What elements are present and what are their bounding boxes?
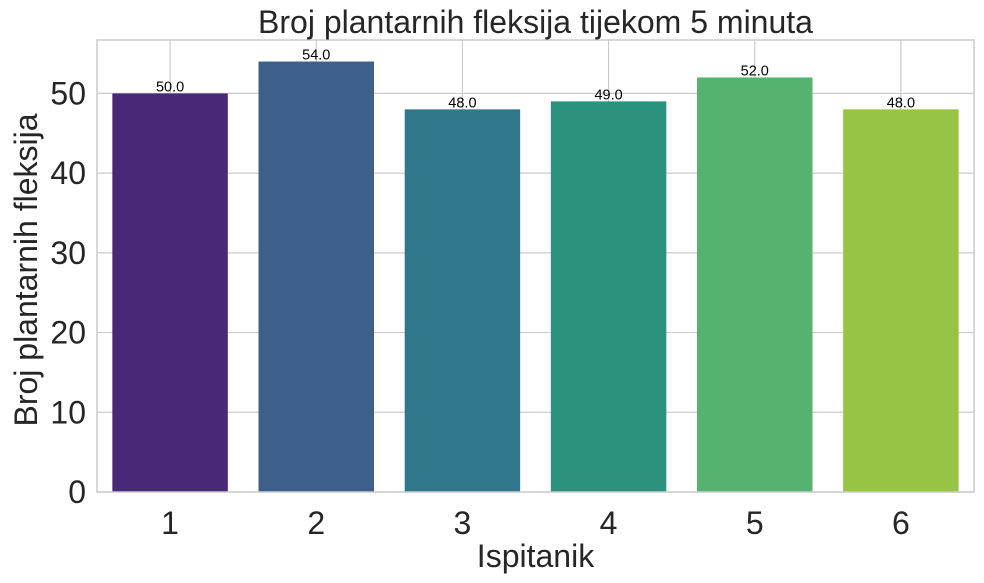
bar-value-label: 54.0 bbox=[302, 48, 330, 64]
x-tick-label: 3 bbox=[454, 505, 472, 541]
x-tick-label: 2 bbox=[307, 505, 325, 541]
y-tick-labels: 0 10 20 30 40 50 bbox=[50, 75, 86, 510]
x-axis-label: Ispitanik bbox=[477, 538, 595, 574]
y-tick-label: 10 bbox=[50, 394, 86, 430]
bar-value-label: 50.0 bbox=[156, 79, 184, 95]
x-tick-label: 1 bbox=[161, 505, 179, 541]
x-tick-label: 4 bbox=[600, 505, 618, 541]
y-tick-label: 50 bbox=[50, 75, 86, 111]
x-tick-label: 6 bbox=[892, 505, 910, 541]
chart-title: Broj plantarnih fleksija tijekom 5 minut… bbox=[258, 4, 813, 40]
bar bbox=[843, 109, 959, 493]
y-tick-label: 30 bbox=[50, 235, 86, 271]
x-tick-labels: 1 2 3 4 5 6 bbox=[161, 505, 910, 541]
bars bbox=[112, 61, 959, 493]
bar bbox=[550, 101, 667, 492]
bar-value-label: 52.0 bbox=[741, 63, 769, 79]
bar-value-label: 48.0 bbox=[887, 95, 915, 111]
y-tick-label: 40 bbox=[50, 155, 86, 191]
value-labels: 50.0 54.0 48.0 49.0 52.0 48.0 bbox=[156, 48, 915, 112]
y-axis-label: Broj plantarnih fleksija bbox=[8, 113, 44, 426]
bar-value-label: 48.0 bbox=[448, 95, 476, 111]
bar bbox=[697, 77, 813, 492]
bar bbox=[258, 61, 374, 493]
bar bbox=[112, 93, 228, 492]
x-tick-label: 5 bbox=[746, 505, 764, 541]
bar bbox=[404, 109, 521, 493]
plot-frame bbox=[96, 39, 975, 493]
y-tick-label: 20 bbox=[50, 315, 86, 351]
bar-value-label: 49.0 bbox=[594, 87, 622, 103]
y-tick-label: 0 bbox=[68, 474, 86, 510]
